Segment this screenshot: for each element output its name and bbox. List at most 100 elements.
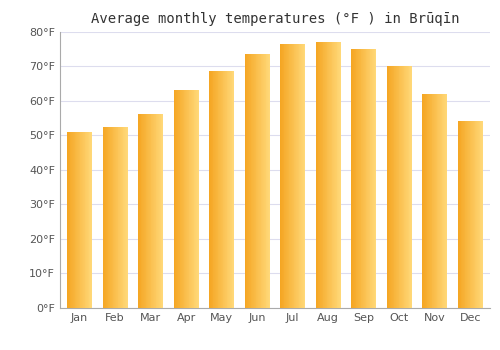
Bar xyxy=(69,132,70,308)
Bar xyxy=(229,71,230,308)
Bar xyxy=(126,127,128,308)
Bar xyxy=(466,121,467,308)
Bar xyxy=(478,121,480,308)
Bar xyxy=(153,114,154,308)
Bar xyxy=(402,66,404,308)
Bar xyxy=(464,121,466,308)
Bar xyxy=(76,132,77,308)
Bar xyxy=(148,114,149,308)
Bar xyxy=(68,132,69,308)
Bar xyxy=(90,132,91,308)
Bar xyxy=(218,71,219,308)
Bar xyxy=(425,94,426,308)
Bar xyxy=(162,114,163,308)
Bar xyxy=(374,49,376,308)
Bar xyxy=(72,132,73,308)
Bar xyxy=(304,44,305,308)
Bar xyxy=(438,94,439,308)
Bar xyxy=(269,54,270,308)
Bar xyxy=(467,121,468,308)
Bar xyxy=(91,132,92,308)
Bar xyxy=(329,42,330,308)
Bar xyxy=(187,90,188,308)
Bar xyxy=(363,49,364,308)
Bar xyxy=(186,90,187,308)
Bar xyxy=(122,127,124,308)
Bar xyxy=(245,54,246,308)
Bar xyxy=(283,44,284,308)
Bar xyxy=(406,66,407,308)
Bar xyxy=(118,127,119,308)
Bar xyxy=(114,127,115,308)
Bar xyxy=(84,132,86,308)
Bar xyxy=(364,49,366,308)
Bar xyxy=(253,54,254,308)
Bar xyxy=(426,94,428,308)
Bar xyxy=(178,90,180,308)
Bar xyxy=(177,90,178,308)
Bar xyxy=(302,44,304,308)
Bar xyxy=(226,71,228,308)
Bar xyxy=(435,94,436,308)
Bar xyxy=(197,90,198,308)
Bar xyxy=(144,114,145,308)
Bar xyxy=(459,121,460,308)
Bar xyxy=(78,132,80,308)
Bar xyxy=(188,90,190,308)
Bar xyxy=(262,54,263,308)
Bar xyxy=(442,94,443,308)
Bar xyxy=(301,44,302,308)
Bar xyxy=(220,71,221,308)
Bar xyxy=(476,121,477,308)
Bar xyxy=(225,71,226,308)
Bar xyxy=(356,49,357,308)
Bar xyxy=(194,90,196,308)
Bar xyxy=(139,114,140,308)
Bar xyxy=(330,42,331,308)
Bar xyxy=(439,94,440,308)
Bar xyxy=(192,90,193,308)
Bar xyxy=(428,94,429,308)
Bar xyxy=(181,90,182,308)
Bar xyxy=(231,71,232,308)
Bar xyxy=(298,44,300,308)
Bar xyxy=(470,121,472,308)
Bar xyxy=(339,42,340,308)
Bar xyxy=(104,127,105,308)
Bar xyxy=(336,42,338,308)
Bar xyxy=(267,54,268,308)
Bar xyxy=(440,94,442,308)
Bar xyxy=(338,42,339,308)
Bar xyxy=(373,49,374,308)
Bar xyxy=(112,127,114,308)
Bar xyxy=(115,127,116,308)
Bar xyxy=(296,44,297,308)
Bar xyxy=(116,127,117,308)
Bar xyxy=(294,44,296,308)
Bar xyxy=(88,132,90,308)
Bar xyxy=(193,90,194,308)
Title: Average monthly temperatures (°F ) in Brūqīn: Average monthly temperatures (°F ) in Br… xyxy=(91,12,459,26)
Bar xyxy=(125,127,126,308)
Bar xyxy=(463,121,464,308)
Bar xyxy=(290,44,291,308)
Bar xyxy=(110,127,111,308)
Bar xyxy=(183,90,184,308)
Bar xyxy=(400,66,401,308)
Bar xyxy=(292,44,293,308)
Bar xyxy=(387,66,388,308)
Bar xyxy=(160,114,162,308)
Bar xyxy=(158,114,159,308)
Bar xyxy=(443,94,444,308)
Bar xyxy=(258,54,259,308)
Bar xyxy=(407,66,408,308)
Bar xyxy=(321,42,322,308)
Bar xyxy=(286,44,287,308)
Bar xyxy=(73,132,74,308)
Bar xyxy=(184,90,186,308)
Bar xyxy=(216,71,218,308)
Bar xyxy=(263,54,264,308)
Bar xyxy=(119,127,120,308)
Bar xyxy=(107,127,108,308)
Bar xyxy=(248,54,249,308)
